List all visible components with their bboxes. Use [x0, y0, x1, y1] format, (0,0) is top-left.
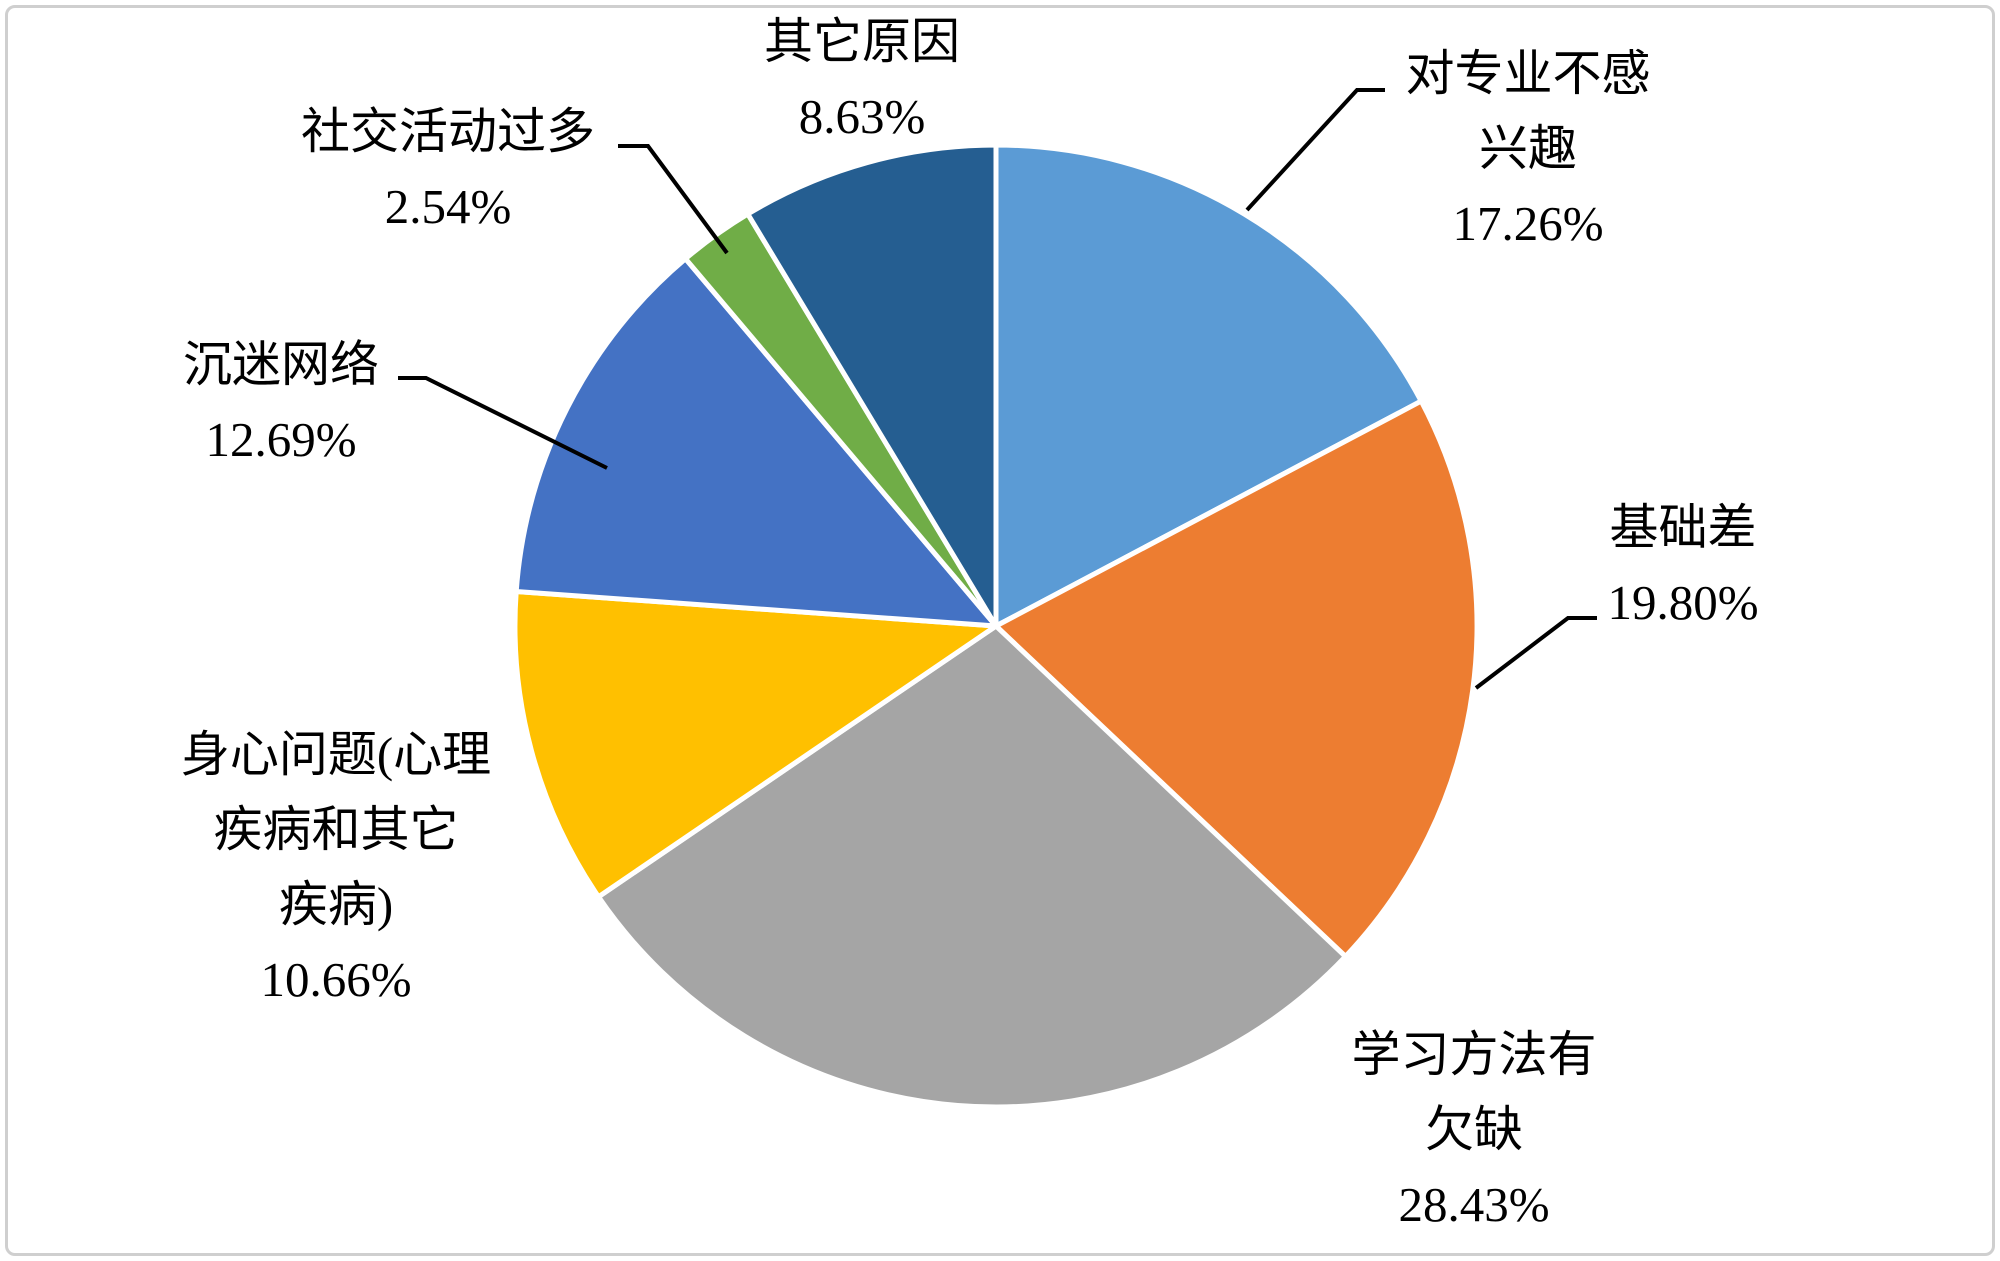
pie-slice-0 — [993, 142, 1424, 629]
leader-line-0 — [1245, 88, 1385, 212]
slice-label-internet-addiction: 沉迷网络 12.69% — [182, 337, 380, 467]
slice-label-mind-body-problems: 身心问题(心理 疾病和其它 疾病) 10.66% — [180, 727, 492, 1007]
leader-line-1 — [1474, 616, 1597, 690]
slice-label-too-many-social-activities: 社交活动过多 2.54% — [300, 104, 596, 234]
slice-label-other-reasons: 其它原因 8.63% — [763, 14, 961, 144]
pie-slice-4 — [513, 256, 999, 629]
slice-label-no-interest-in-major: 对专业不感 兴趣 17.26% — [1405, 46, 1651, 251]
pie-slice-1 — [993, 398, 1480, 959]
pie-slice-3 — [512, 589, 999, 900]
leader-line-3 — [618, 144, 729, 255]
pie-slice-2 — [596, 623, 1348, 1110]
slice-label-weak-foundation: 基础差 19.80% — [1607, 500, 1759, 630]
leader-line-2 — [398, 376, 608, 470]
slice-label-study-method-lacking: 学习方法有 欠缺 28.43% — [1351, 1027, 1597, 1232]
pie-slice-6 — [745, 142, 999, 629]
